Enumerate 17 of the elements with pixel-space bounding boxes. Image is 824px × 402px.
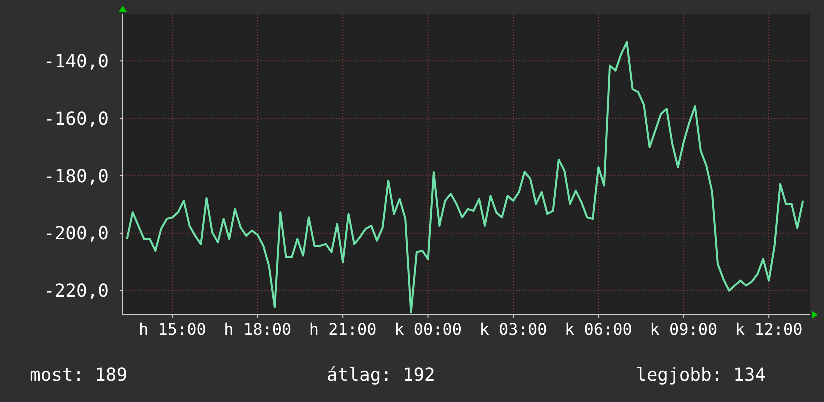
x-tick-label: k 03:00: [480, 320, 548, 339]
x-tick-label: h 18:00: [224, 320, 292, 339]
y-tick-label: -180,0: [44, 166, 109, 188]
y-tick-label: -160,0: [44, 108, 109, 130]
text: most: 189: [30, 365, 128, 386]
line-series: [126, 41, 804, 314]
text: legjobb: 134: [636, 365, 766, 386]
y-tick-label: -220,0: [44, 281, 109, 302]
y-tick-label: -140,0: [44, 51, 109, 72]
x-tick-label: k 09:00: [650, 320, 718, 339]
x-tick-label: h 15:00: [138, 320, 206, 339]
x-tick-label: h 21:00: [309, 320, 377, 339]
text: átlag: 192: [327, 365, 436, 386]
x-tick-label: k 00:00: [394, 320, 462, 339]
x-tick-label: k 06:00: [564, 320, 632, 339]
y-tick-label: -200,0: [44, 224, 109, 245]
x-tick-label: k 12:00: [735, 320, 803, 339]
